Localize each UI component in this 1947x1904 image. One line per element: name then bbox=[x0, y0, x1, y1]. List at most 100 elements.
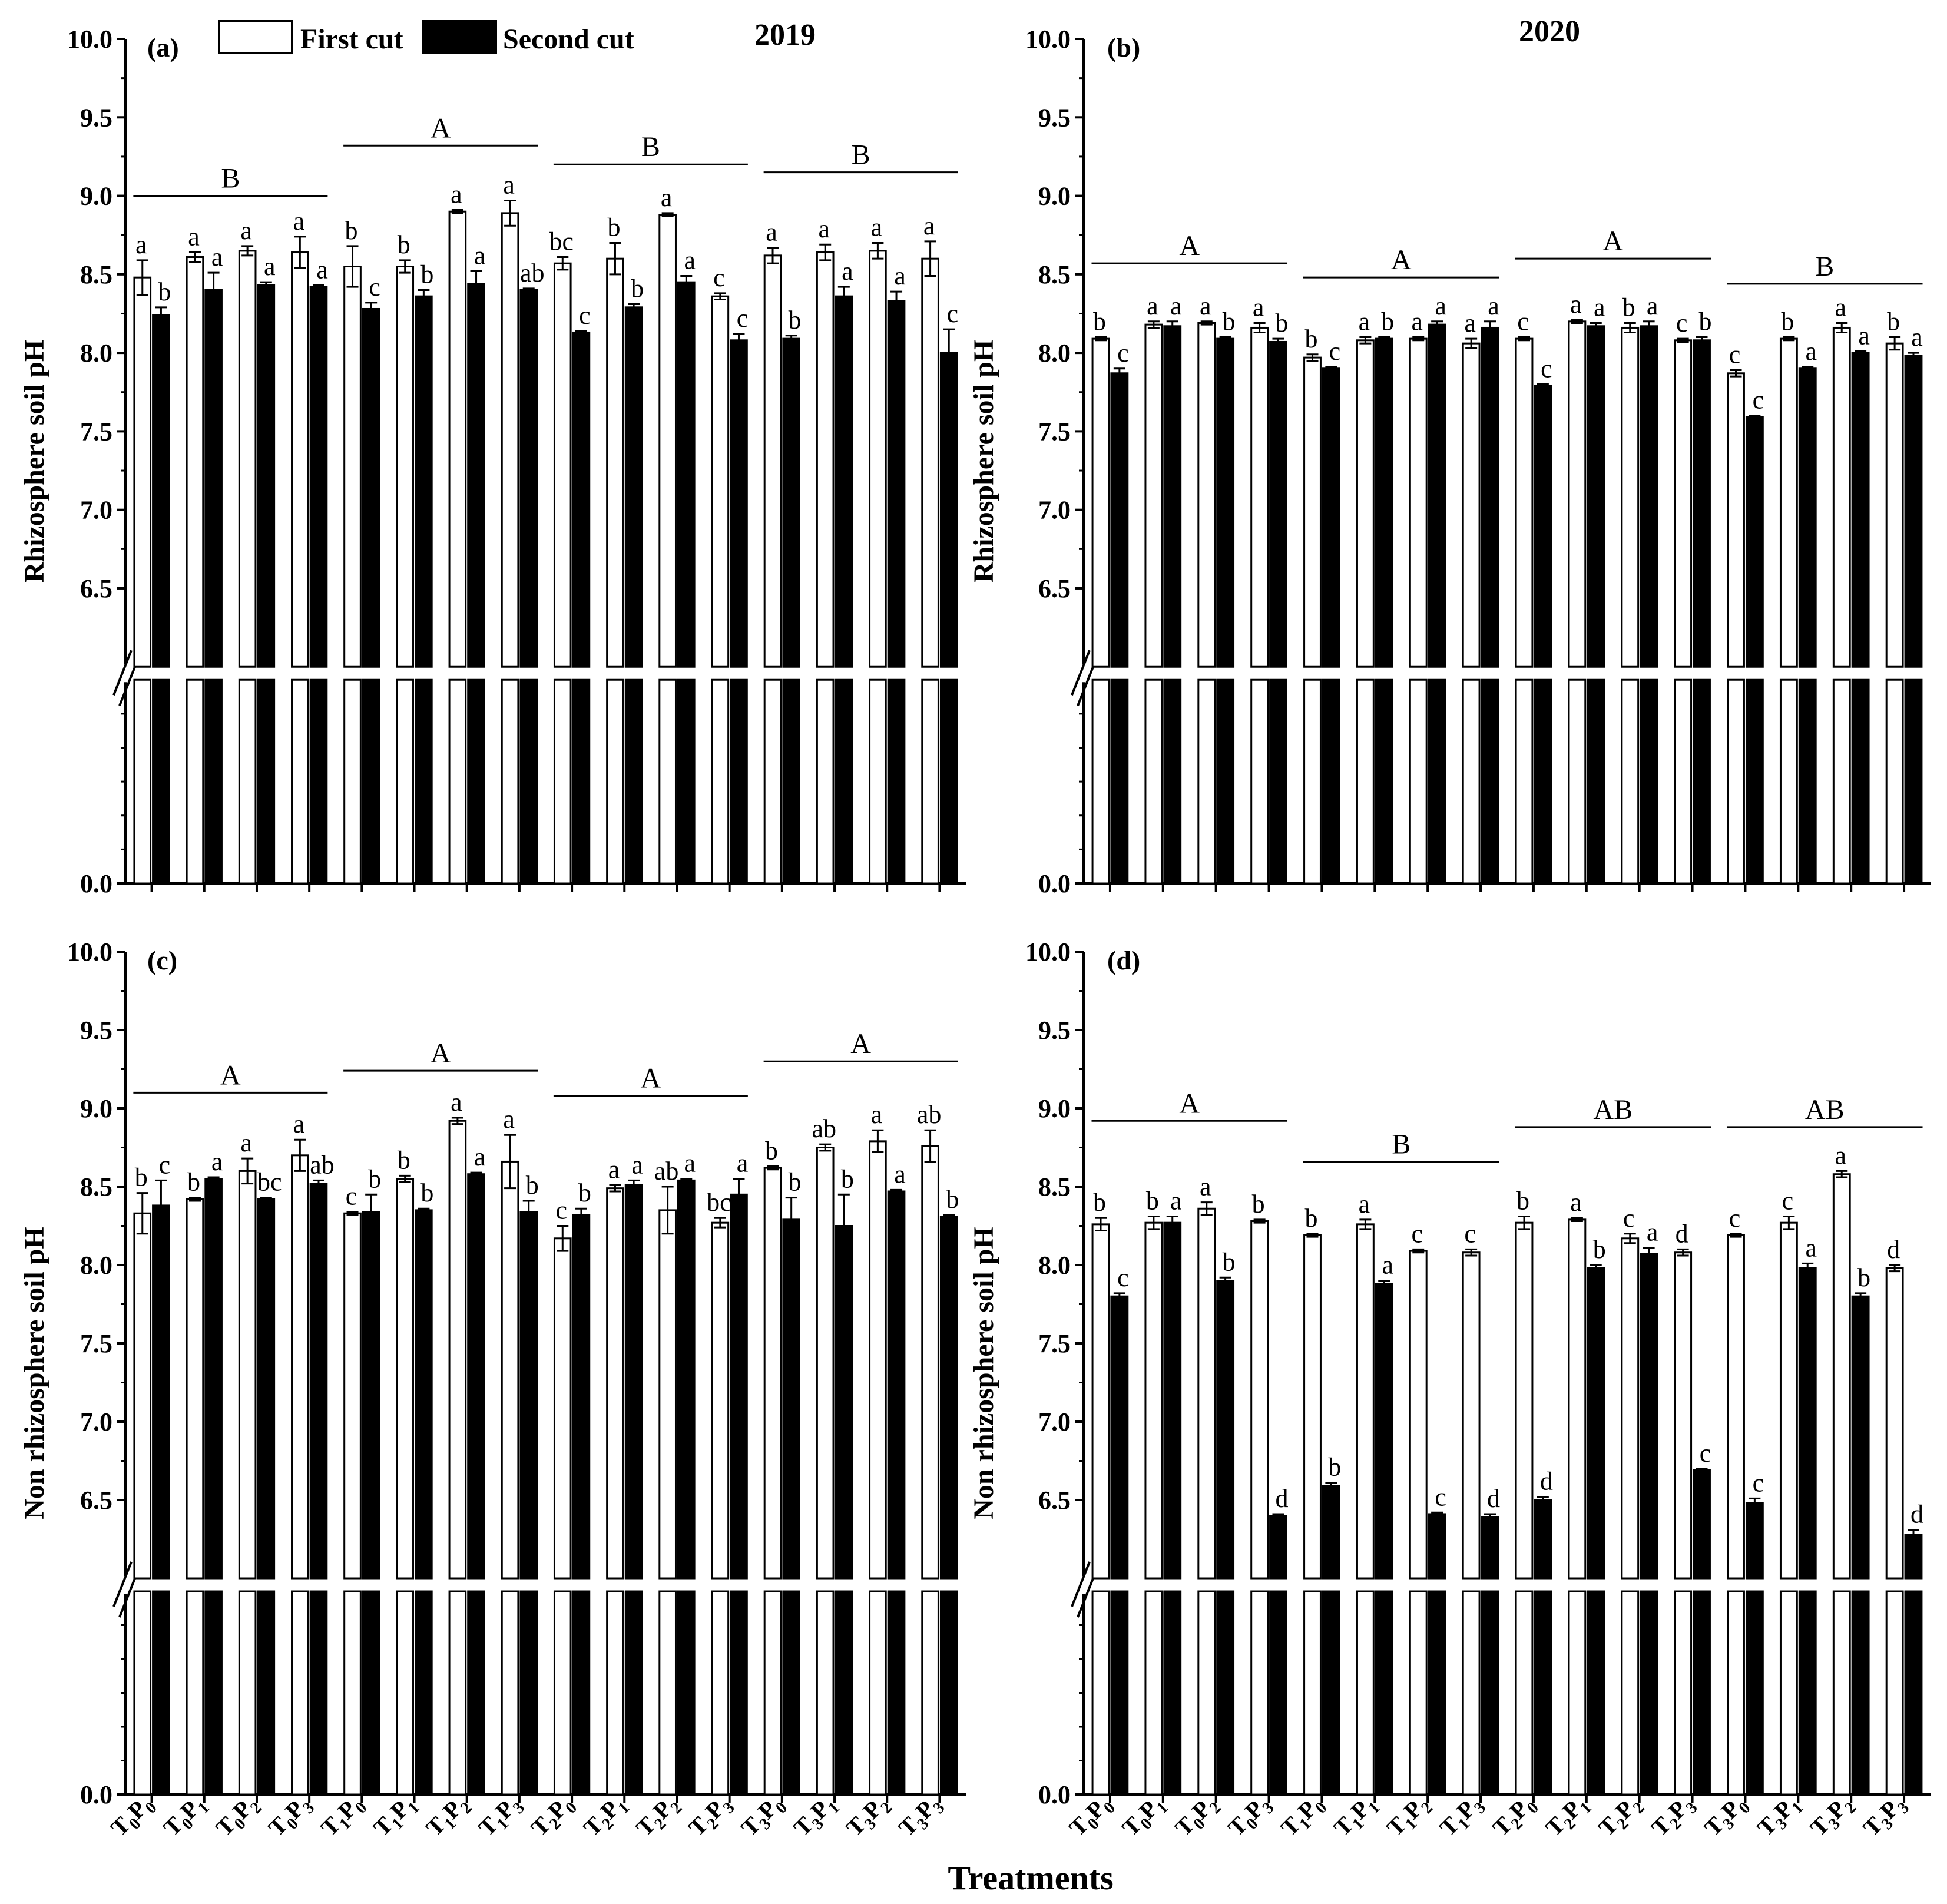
y-axis-break-mark bbox=[112, 1561, 133, 1607]
bar-second-cut bbox=[519, 1211, 538, 1580]
bar-second-cut-lower bbox=[572, 1590, 591, 1796]
bar-second-cut bbox=[1640, 1253, 1658, 1580]
bar-second-cut bbox=[1375, 337, 1393, 668]
bar-first-cut bbox=[1832, 1173, 1851, 1580]
significance-letter: b bbox=[1252, 1190, 1265, 1218]
y-tick-label: 6.5 bbox=[1038, 574, 1071, 603]
bar-first-cut bbox=[396, 1178, 415, 1580]
bar-first-cut-lower bbox=[238, 1590, 257, 1796]
bar-second-cut bbox=[415, 1209, 433, 1580]
bar-second-cut-lower bbox=[1693, 1590, 1711, 1796]
bar-first-cut bbox=[1727, 372, 1745, 668]
bar-second-cut-lower bbox=[1481, 1590, 1499, 1796]
bar-first-cut-lower bbox=[1674, 678, 1693, 885]
bar-second-cut-lower bbox=[362, 678, 380, 885]
significance-letter: b bbox=[398, 1145, 410, 1174]
year-title-right: 2020 bbox=[1519, 15, 1580, 48]
y-tick-label: 9.5 bbox=[80, 103, 112, 132]
bar-first-cut-lower bbox=[1832, 1590, 1851, 1796]
significance-letter: a bbox=[1170, 292, 1182, 320]
bar-first-cut bbox=[343, 1212, 362, 1580]
bar-second-cut bbox=[624, 1184, 643, 1580]
bar-first-cut bbox=[448, 1120, 467, 1580]
significance-letter: b bbox=[526, 1171, 539, 1200]
significance-letter: b bbox=[158, 277, 171, 306]
significance-letter: a bbox=[1200, 292, 1211, 320]
significance-letter: ab bbox=[812, 1114, 836, 1143]
significance-letter: a bbox=[188, 223, 200, 251]
significance-letter: c bbox=[1623, 1204, 1635, 1233]
bar-first-cut bbox=[1303, 1234, 1322, 1580]
bar-second-cut-lower bbox=[309, 1590, 328, 1796]
significance-letter: a bbox=[503, 1105, 515, 1134]
bar-second-cut-lower bbox=[204, 1590, 223, 1796]
significance-letter: b bbox=[789, 306, 802, 335]
y-tick-label: 7.0 bbox=[1038, 1408, 1071, 1436]
bar-first-cut bbox=[501, 212, 519, 668]
y-axis-break-mark bbox=[1077, 1572, 1097, 1618]
bar-second-cut-lower bbox=[1587, 678, 1605, 885]
bar-first-cut-lower bbox=[816, 1590, 835, 1796]
significance-letter: a bbox=[1805, 337, 1817, 366]
bar-first-cut-lower bbox=[1144, 678, 1163, 885]
significance-letter: ab bbox=[520, 259, 545, 287]
significance-letter: b bbox=[1516, 1187, 1529, 1216]
bar-second-cut-lower bbox=[1163, 1590, 1182, 1796]
significance-letter: a bbox=[1382, 1251, 1393, 1280]
bar-first-cut bbox=[186, 1198, 204, 1580]
significance-letter: a bbox=[1647, 1218, 1658, 1247]
bar-second-cut-lower bbox=[730, 1590, 748, 1796]
bar-second-cut-lower bbox=[887, 1590, 906, 1796]
y-tick-label: 8.5 bbox=[80, 260, 112, 289]
bar-first-cut-lower bbox=[343, 678, 362, 885]
bar-first-cut bbox=[1197, 1207, 1216, 1580]
bar-second-cut-lower bbox=[1534, 1590, 1552, 1796]
y-axis-label: Non rhizosphere soil pH bbox=[968, 1227, 999, 1519]
bar-first-cut bbox=[869, 1140, 887, 1580]
significance-letter: c bbox=[346, 1182, 357, 1211]
bar-second-cut bbox=[1904, 355, 1923, 668]
bar-first-cut bbox=[343, 266, 362, 668]
y-tick-label: 9.0 bbox=[80, 182, 112, 211]
bar-first-cut-lower bbox=[1885, 1590, 1904, 1796]
significance-letter: d bbox=[1676, 1219, 1688, 1248]
significance-letter: b bbox=[1381, 307, 1394, 336]
bar-second-cut bbox=[309, 1183, 328, 1580]
significance-letter: c bbox=[1729, 1204, 1741, 1233]
group-letter: AB bbox=[1593, 1094, 1633, 1125]
significance-letter: a bbox=[1835, 1141, 1846, 1170]
bar-first-cut bbox=[1779, 337, 1798, 668]
significance-letter: a bbox=[1570, 1188, 1582, 1217]
significance-letter: b bbox=[1223, 1247, 1236, 1276]
y-tick-label: 6.5 bbox=[1038, 1486, 1071, 1515]
y-tick-label: 0.0 bbox=[80, 869, 112, 898]
bar-first-cut bbox=[1621, 1237, 1640, 1580]
bar-first-cut bbox=[816, 1147, 835, 1580]
significance-letter: a bbox=[264, 252, 276, 281]
bar-second-cut-lower bbox=[1216, 678, 1235, 885]
significance-letter: b bbox=[841, 1164, 854, 1193]
significance-letter: ab bbox=[917, 1100, 942, 1129]
bar-second-cut bbox=[1216, 337, 1235, 668]
significance-letter: d bbox=[1910, 1500, 1923, 1529]
bar-first-cut-lower bbox=[1250, 1590, 1269, 1796]
bar-second-cut bbox=[1322, 1485, 1340, 1580]
significance-letter: c bbox=[1517, 307, 1529, 336]
y-tick-label: 9.5 bbox=[1038, 103, 1071, 132]
significance-letter: b bbox=[368, 1164, 381, 1193]
y-tick-label: 8.5 bbox=[1038, 1173, 1071, 1201]
bar-first-cut-lower bbox=[1303, 1590, 1322, 1796]
bar-second-cut bbox=[782, 1218, 800, 1580]
bar-second-cut bbox=[204, 1178, 223, 1580]
bar-first-cut bbox=[1197, 322, 1216, 668]
bar-second-cut-lower bbox=[1163, 678, 1182, 885]
bar-second-cut-lower bbox=[467, 678, 485, 885]
bar-first-cut-lower bbox=[711, 678, 730, 885]
bar-second-cut bbox=[309, 286, 328, 668]
bar-second-cut-lower bbox=[309, 678, 328, 885]
significance-letter: a bbox=[631, 1150, 643, 1179]
bar-second-cut bbox=[1322, 367, 1340, 668]
y-tick-label: 10.0 bbox=[67, 25, 112, 54]
bar-second-cut bbox=[1745, 1502, 1764, 1580]
y-axis-break-mark bbox=[1071, 650, 1091, 696]
